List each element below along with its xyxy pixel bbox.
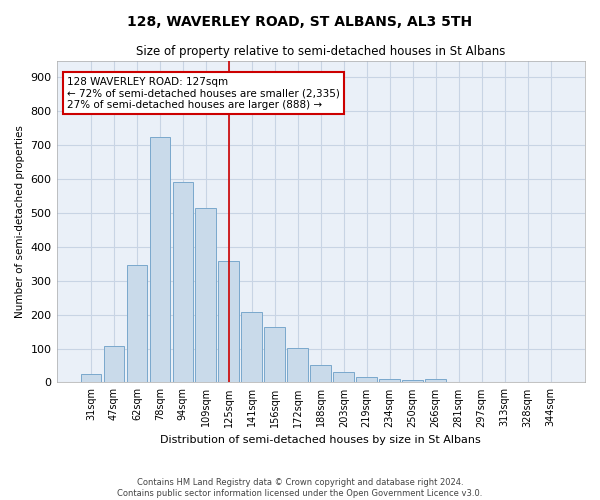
Text: 128, WAVERLEY ROAD, ST ALBANS, AL3 5TH: 128, WAVERLEY ROAD, ST ALBANS, AL3 5TH bbox=[127, 15, 473, 29]
Bar bbox=[104, 346, 124, 383]
Bar bbox=[218, 261, 239, 382]
Bar bbox=[356, 378, 377, 382]
Bar bbox=[127, 264, 147, 382]
Bar bbox=[196, 208, 216, 382]
Bar bbox=[334, 372, 354, 382]
Bar bbox=[265, 326, 285, 382]
Title: Size of property relative to semi-detached houses in St Albans: Size of property relative to semi-detach… bbox=[136, 45, 505, 58]
Text: Contains HM Land Registry data © Crown copyright and database right 2024.
Contai: Contains HM Land Registry data © Crown c… bbox=[118, 478, 482, 498]
Bar bbox=[173, 182, 193, 382]
Bar bbox=[379, 379, 400, 382]
Bar bbox=[425, 379, 446, 382]
X-axis label: Distribution of semi-detached houses by size in St Albans: Distribution of semi-detached houses by … bbox=[160, 435, 481, 445]
Bar bbox=[80, 374, 101, 382]
Bar bbox=[149, 137, 170, 382]
Y-axis label: Number of semi-detached properties: Number of semi-detached properties bbox=[15, 125, 25, 318]
Bar bbox=[287, 348, 308, 382]
Bar bbox=[403, 380, 423, 382]
Bar bbox=[310, 366, 331, 382]
Bar bbox=[241, 312, 262, 382]
Text: 128 WAVERLEY ROAD: 127sqm
← 72% of semi-detached houses are smaller (2,335)
27% : 128 WAVERLEY ROAD: 127sqm ← 72% of semi-… bbox=[67, 76, 340, 110]
